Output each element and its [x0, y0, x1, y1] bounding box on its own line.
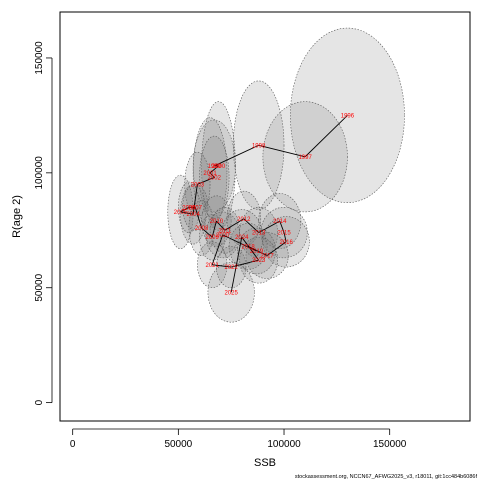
segment-2000-2001 [209, 165, 219, 174]
segment-2007-2008 [194, 207, 203, 229]
year-label-2010: 2010 [210, 219, 224, 225]
year-label-2007: 2007 [189, 205, 203, 211]
segment-2001-2002 [209, 172, 215, 178]
segment-2014-2015 [279, 220, 285, 233]
segment-2012-2013 [243, 218, 259, 233]
year-label-2017: 2017 [260, 254, 274, 260]
year-label-2008: 2008 [195, 226, 209, 232]
year-label-2005: 2005 [174, 210, 188, 216]
plot-frame [59, 11, 471, 422]
segment-2016-2017 [266, 241, 287, 256]
year-label-2014: 2014 [273, 219, 287, 225]
segment-2010-2011 [216, 220, 226, 231]
x-tick-label: 50000 [164, 439, 192, 450]
year-label-2003: 2003 [191, 182, 205, 188]
segment-2023-2024 [241, 236, 260, 261]
year-label-1996: 1996 [341, 113, 355, 119]
year-label-2001: 2001 [203, 171, 217, 177]
segment-2020-2021 [211, 234, 224, 265]
year-label-2012: 2012 [237, 217, 251, 223]
year-label-2020: 2020 [216, 233, 230, 239]
trajectory-lines [180, 115, 348, 293]
segment-2021-2022 [212, 264, 232, 268]
year-label-1999: 1999 [208, 164, 222, 170]
segment-2003-2004 [192, 184, 198, 215]
year-label-2022: 2022 [225, 265, 239, 271]
segment-2015-2016 [283, 232, 287, 242]
year-label-2019: 2019 [250, 249, 264, 255]
y-tick-label: 0 [34, 399, 45, 405]
x-axis: 0 50000 100000 150000 [70, 428, 407, 450]
year-label-2023: 2023 [252, 258, 266, 264]
year-label-2006: 2006 [182, 205, 196, 211]
segment-2008-2009 [201, 227, 213, 238]
footer-credit: stockassessment.org, NCCN67_AFWG2025_v3,… [295, 474, 478, 480]
segment-1998-1999 [214, 144, 259, 167]
year-label-2009: 2009 [205, 235, 219, 241]
segment-2019-2020 [222, 234, 257, 252]
year-label-2004: 2004 [186, 212, 200, 218]
year-label-2011: 2011 [218, 228, 232, 234]
year-label-2000: 2000 [212, 164, 226, 170]
segment-2022-2023 [231, 259, 259, 268]
year-label-2013: 2013 [252, 231, 266, 237]
year-label-2002: 2002 [208, 175, 222, 181]
year-label-2016: 2016 [279, 240, 293, 246]
y-tick-label: 50000 [34, 273, 45, 301]
segment-2005-2006 [180, 206, 190, 213]
year-label-1997: 1997 [298, 155, 312, 161]
segment-2024-2025 [230, 237, 243, 293]
segment-1996-1997 [304, 115, 348, 158]
y-axis-title: R(age 2) [11, 195, 23, 238]
segment-2004-2005 [180, 211, 194, 215]
year-label-1998: 1998 [252, 143, 266, 149]
x-tick-label: 150000 [373, 439, 407, 450]
segment-1997-1998 [258, 144, 306, 158]
year-label-2015: 2015 [277, 231, 291, 237]
year-label-2024: 2024 [235, 235, 249, 241]
y-tick-label: 150000 [34, 41, 45, 75]
x-tick-label: 100000 [267, 439, 301, 450]
segment-2009-2010 [211, 220, 217, 238]
x-tick-label: 0 [70, 439, 76, 450]
year-label-2021: 2021 [205, 263, 219, 269]
y-axis: 0 50000 100000 150000 [34, 41, 53, 405]
x-axis-title: SSB [254, 457, 276, 469]
year-label-2025: 2025 [225, 290, 239, 296]
y-tick-label: 100000 [34, 156, 45, 190]
segment-2013-2014 [258, 220, 281, 233]
segment-2011-2012 [224, 218, 245, 231]
year-label-2018: 2018 [241, 244, 255, 250]
segment-2002-2003 [197, 177, 215, 185]
